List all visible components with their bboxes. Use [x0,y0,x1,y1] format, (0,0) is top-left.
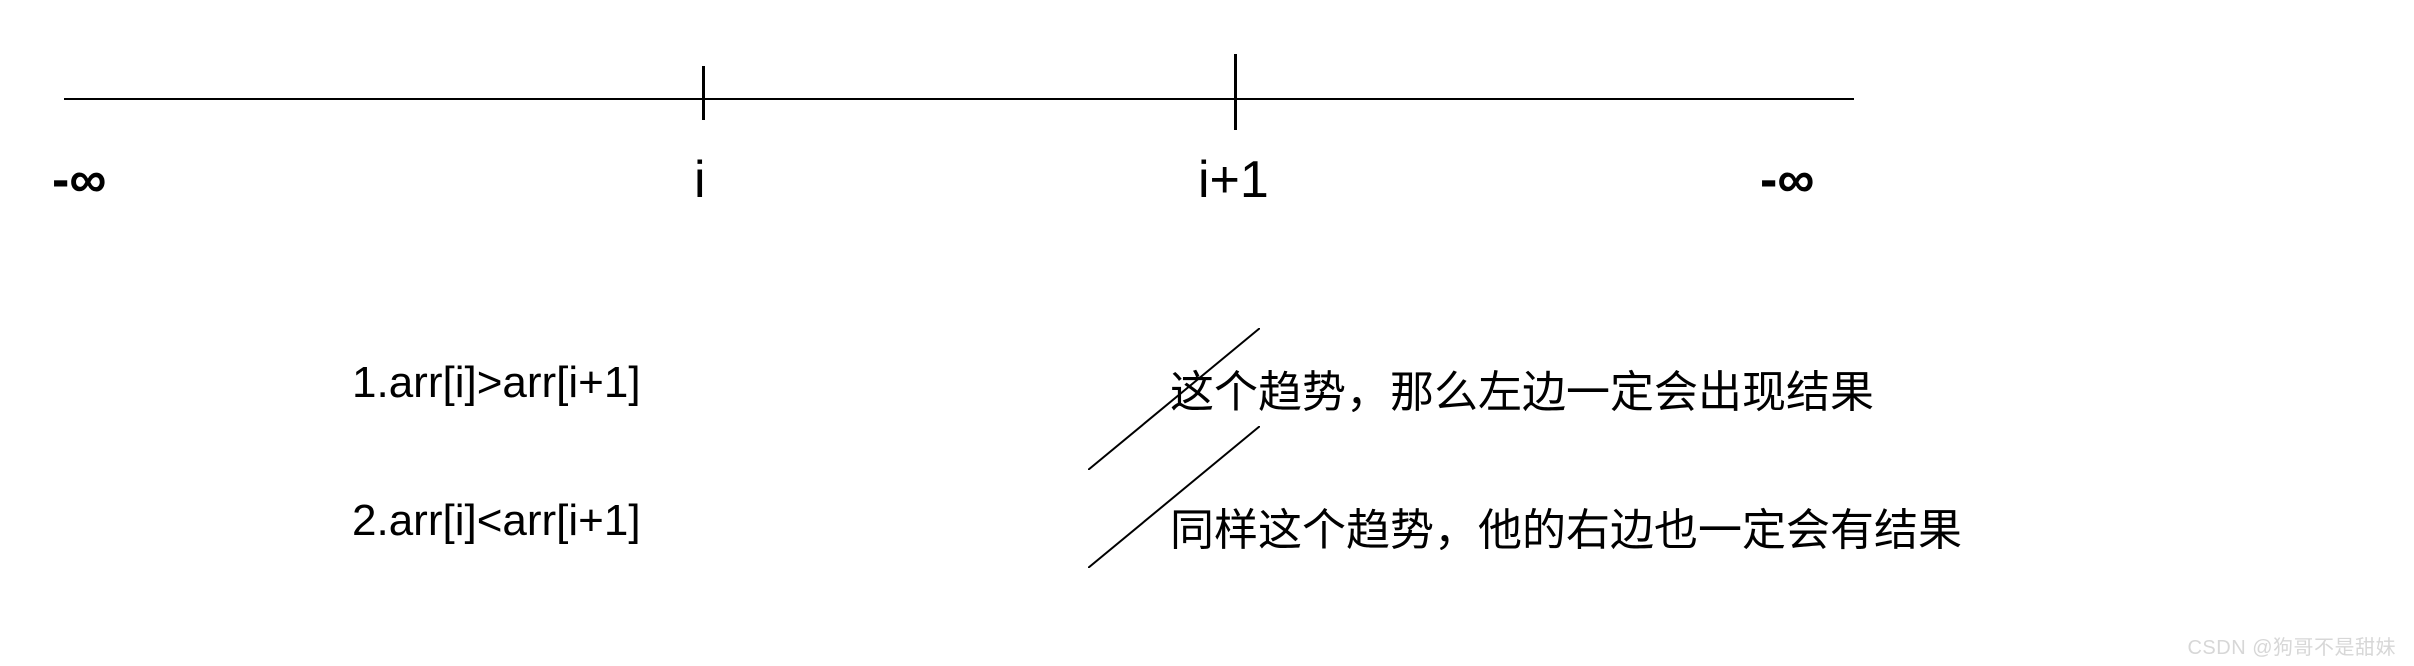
numberline-tick-i-plus-1 [1234,54,1237,130]
axis-label-neg-inf-right: -∞ [1760,150,1814,210]
explanation-2: 同样这个趋势，他的右边也一定会有结果 [1170,494,1962,558]
diagram-canvas: -∞ i i+1 -∞ 1.arr[i]>arr[i+1] 2.arr[i]<a… [0,0,2414,666]
condition-2: 2.arr[i]<arr[i+1] [352,496,641,546]
axis-label-i: i [694,150,706,210]
condition-1: 1.arr[i]>arr[i+1] [352,358,641,408]
numberline-tick-i [702,66,705,120]
numberline-axis [64,98,1854,100]
explanation-1: 这个趋势，那么左边一定会出现结果 [1170,356,1874,420]
axis-label-i-plus-1: i+1 [1198,150,1269,210]
diagonal-connector-2 [1088,426,1260,568]
watermark-text: CSDN @狗哥不是甜妹 [2187,631,2396,660]
axis-label-neg-inf-left: -∞ [52,150,106,210]
